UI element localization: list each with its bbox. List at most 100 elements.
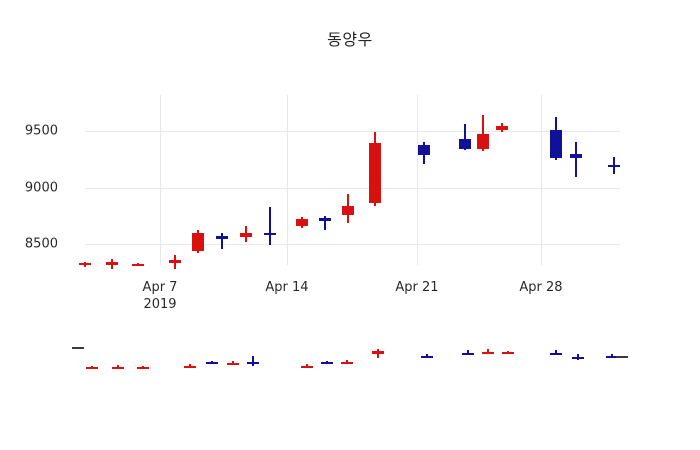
secondary-candle: [372, 348, 384, 358]
candle-wick: [467, 350, 469, 356]
gridline-vertical: [541, 95, 542, 265]
secondary-candle: [606, 354, 618, 358]
candle-wick: [575, 142, 577, 178]
secondary-candle: [550, 350, 562, 356]
secondary-candle: [616, 350, 628, 363]
candle-wick: [487, 349, 489, 354]
candle-wick: [269, 206, 271, 246]
candle-body: [459, 138, 471, 150]
candle-body: [192, 232, 204, 251]
candle-wick: [464, 124, 466, 151]
candle-body: [169, 259, 181, 264]
secondary-candle: [137, 366, 149, 370]
price-candle: [496, 123, 508, 133]
candle-wick: [555, 350, 557, 356]
candle-body: [342, 205, 354, 215]
price-candle: [570, 142, 582, 178]
price-candle: [169, 255, 181, 269]
candle-body: [341, 361, 353, 364]
secondary-candle: [301, 364, 313, 368]
candle-body: [132, 263, 144, 266]
candle-body: [106, 262, 118, 266]
gridline-horizontal: [85, 187, 620, 189]
secondary-candle: [421, 354, 433, 358]
candle-body: [112, 366, 124, 369]
candle-wick: [577, 353, 579, 360]
secondary-candle: [482, 349, 494, 354]
price-candle: [216, 232, 228, 249]
candle-body: [86, 367, 98, 370]
price-plot-area: [79, 95, 620, 269]
candle-wick: [252, 356, 254, 367]
secondary-plot-area: [72, 325, 628, 385]
gridline-vertical: [287, 95, 288, 265]
price-candle: [106, 258, 118, 269]
price-candle: [550, 117, 562, 161]
candle-wick: [117, 365, 119, 368]
gridline-horizontal: [85, 244, 620, 245]
gridline-horizontal: [85, 131, 620, 132]
candle-wick: [221, 232, 223, 249]
price-candle: [192, 230, 204, 254]
candle-body: [206, 361, 218, 364]
candle-body: [372, 351, 384, 354]
secondary-candle: [462, 350, 474, 356]
candle-body: [616, 356, 628, 358]
gridline-vertical: [417, 95, 418, 265]
candle-body: [301, 365, 313, 368]
secondary-candle: [86, 366, 98, 370]
secondary-candle: [341, 360, 353, 364]
candle-wick: [426, 354, 428, 358]
price-candle: [608, 156, 620, 174]
candle-body: [421, 355, 433, 358]
chart-title: 동양우: [327, 30, 373, 49]
price-candle: [264, 206, 276, 246]
candle-body: [72, 347, 84, 350]
secondary-candle: [247, 356, 259, 367]
secondary-candle: [502, 351, 514, 354]
candle-body: [247, 361, 259, 364]
candle-body: [572, 356, 584, 359]
x-tick-3: Apr 28: [519, 280, 563, 295]
candle-body: [608, 164, 620, 167]
candle-body: [227, 363, 239, 366]
y-tick-9500: 9500: [24, 123, 58, 139]
y-tick-9000: 9000: [24, 180, 58, 195]
candle-body: [296, 219, 308, 226]
price-candle: [296, 216, 308, 229]
candle-body: [319, 218, 331, 222]
candle-body: [496, 126, 508, 130]
candle-body: [216, 236, 228, 240]
secondary-candle: [184, 364, 196, 368]
price-candle: [369, 132, 381, 206]
price-candle: [477, 115, 489, 152]
candle-wick: [324, 215, 326, 231]
secondary-candle: [112, 365, 124, 369]
price-candle: [132, 262, 144, 266]
price-candle: [418, 142, 430, 164]
candle-body: [369, 143, 381, 204]
candle-body: [418, 144, 430, 155]
x-tick-1: Apr 14: [265, 280, 309, 295]
candle-wick: [482, 115, 484, 152]
candle-body: [477, 134, 489, 150]
secondary-candle: [206, 361, 218, 364]
price-candle: [459, 124, 471, 151]
secondary-candle: [227, 360, 239, 366]
candle-wick: [232, 360, 234, 365]
x-tick-2: Apr 21: [395, 280, 439, 295]
candle-body: [570, 153, 582, 159]
candle-body: [502, 351, 514, 354]
x-tick-0: Apr 7 2019: [142, 280, 178, 312]
candle-body: [550, 129, 562, 159]
candle-body: [606, 355, 618, 358]
y-tick-8500: 8500: [24, 236, 58, 252]
candle-body: [240, 232, 252, 238]
price-candle: [79, 262, 91, 267]
secondary-candle: [321, 361, 333, 365]
gridline-vertical: [160, 95, 161, 265]
candle-body: [462, 353, 474, 356]
candle-body: [137, 367, 149, 370]
candle-body: [550, 352, 562, 355]
